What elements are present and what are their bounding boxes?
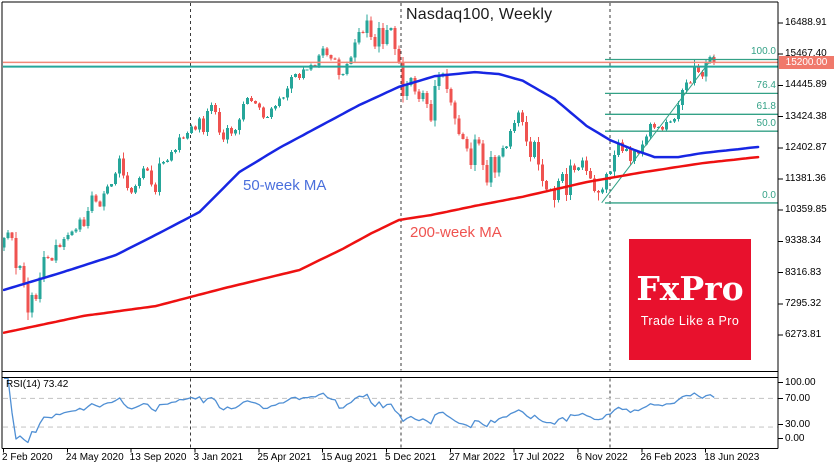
rsi-scale-label: 70.00 — [785, 392, 811, 404]
fib-level-label: 61.8 — [756, 101, 776, 113]
price-tick-label: 12402.87 — [785, 141, 827, 153]
price-tick-label: 14445.89 — [785, 79, 827, 91]
fxpro-logo: FxPro Trade Like a Pro — [629, 239, 751, 360]
price-tick-label: 9338.34 — [785, 235, 822, 247]
date-tick-label: 25 Apr 2021 — [257, 452, 312, 463]
date-tick-label: 5 Dec 2021 — [385, 452, 437, 463]
fxpro-logo-text: FxPro — [636, 269, 744, 308]
price-tick-label: 6273.81 — [785, 329, 822, 340]
price-tick-label: 16488.91 — [785, 17, 827, 28]
date-tick-label: 6 Nov 2022 — [576, 452, 628, 463]
rsi-indicator-label: RSI(14) 73.42 — [6, 379, 69, 390]
date-tick-label: 3 Jan 2021 — [193, 452, 244, 463]
rsi-scale-label: 0.00 — [785, 432, 805, 444]
date-tick-label: 18 Jun 2023 — [704, 452, 760, 463]
fib-level-label: 76.4 — [756, 80, 776, 92]
price-tick-label: 7295.32 — [785, 297, 822, 309]
date-tick-label: 27 Mar 2022 — [448, 452, 506, 463]
rsi-scale-label: 100.00 — [785, 376, 816, 388]
date-tick-label: 15 Aug 2021 — [321, 452, 378, 463]
date-tick-label: 2 Feb 2020 — [2, 452, 53, 463]
date-tick-label: 17 Jul 2022 — [512, 452, 565, 463]
price-tick-label: 8316.83 — [785, 266, 822, 278]
date-tick-label: 26 Feb 2023 — [640, 452, 697, 463]
date-tick-label: 13 Sep 2020 — [129, 452, 187, 463]
fib-level-label: 100.0 — [750, 46, 776, 58]
price-tick-label: 15467.40 — [785, 48, 827, 60]
current-price-badge: 15200.00 — [779, 55, 834, 69]
chart-title: Nasdaq100, Weekly — [406, 6, 553, 23]
price-tick-label: 13424.38 — [785, 110, 827, 122]
fib-level-label: 0.0 — [762, 189, 776, 201]
fib-level-label: 50.0 — [756, 118, 776, 130]
price-tick-label: 10359.85 — [785, 204, 827, 216]
date-tick-label: 24 May 2020 — [65, 452, 124, 463]
ma50-label: 50-week MA — [243, 177, 327, 194]
price-tick-label: 11381.36 — [785, 173, 826, 184]
ma200-label: 200-week MA — [410, 224, 502, 241]
fxpro-logo-tagline: Trade Like a Pro — [640, 314, 740, 328]
rsi-scale-label: 30.00 — [785, 418, 811, 430]
